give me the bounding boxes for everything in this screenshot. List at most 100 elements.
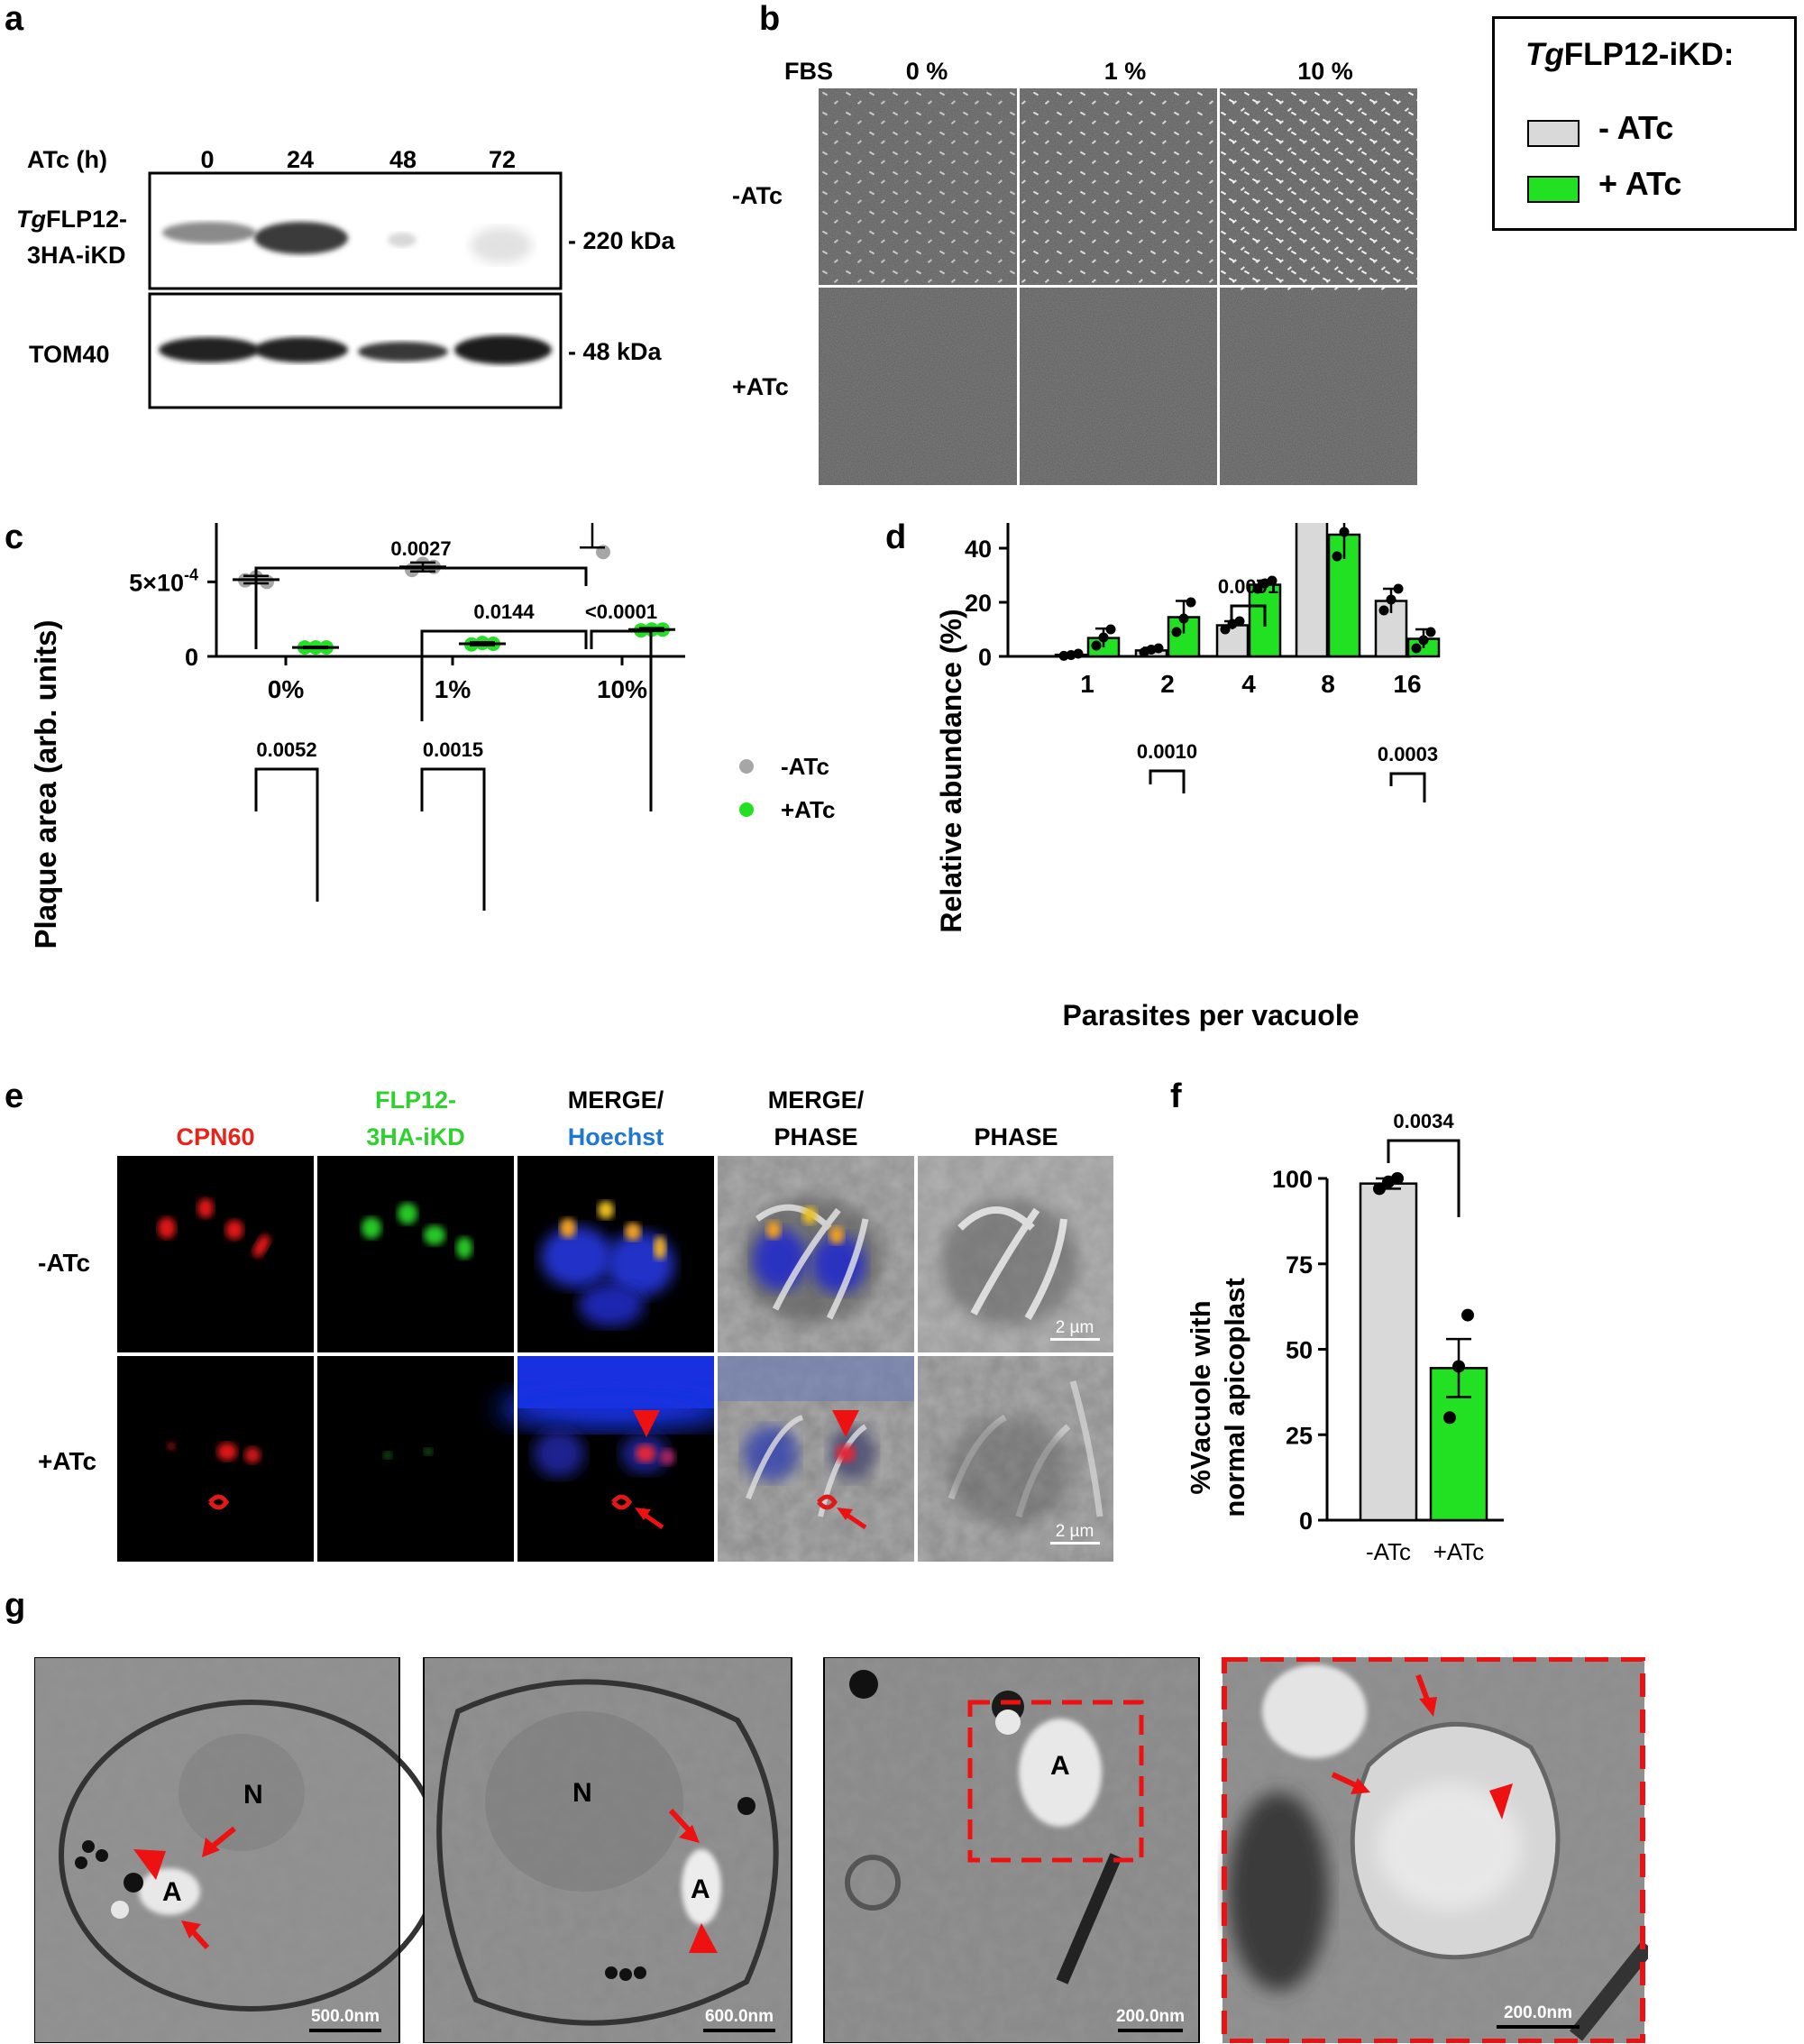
panel-letter-f: f (1170, 1077, 1182, 1115)
c-legend-marker-minus-atc (739, 759, 754, 774)
fbs-0: 0 % (905, 58, 948, 85)
c-ytick-exponent: -4 (184, 565, 198, 583)
d-point (1378, 605, 1389, 616)
d-xtick-label: 1 (1080, 670, 1094, 698)
c-comparison-3-label: 0.0144 (473, 600, 535, 623)
timepoint-0: 0 (200, 146, 215, 173)
merge-phase-row1 (741, 1196, 882, 1323)
em-image-2: N A 600.0nm (423, 1657, 792, 2043)
g2-label-n: N (572, 1778, 592, 1808)
row-label-plus-atc: +ATc (732, 373, 789, 400)
f-point (1443, 1411, 1456, 1425)
phase-row2 (947, 1380, 1103, 1526)
c-comparison-2-line (590, 629, 653, 811)
c-xtick-label: 0% (268, 675, 305, 703)
g2-label-a: A (691, 1874, 710, 1904)
f-point (1373, 1182, 1386, 1196)
f-comparison-0-line (1387, 1139, 1461, 1217)
legend-label-plus-atc: + ATc (1598, 165, 1682, 202)
band-0h-tom40 (159, 337, 260, 362)
panel-letter-g: g (5, 1587, 26, 1625)
f-point (1461, 1308, 1474, 1322)
g2-scale: 600.0nm (705, 2007, 774, 2026)
cpn60-signal-row1 (158, 1198, 270, 1258)
fbs-10: 10 % (1297, 58, 1353, 85)
d-comparison-0-line (1149, 769, 1186, 793)
f-comparison-0-label: 0.0034 (1393, 1110, 1454, 1132)
em-image-4-zoom: 200.0nm (1222, 1657, 1648, 2043)
arrow-marker (837, 1508, 853, 1520)
c-legend-marker-plus-atc (739, 802, 754, 817)
d-comparison-3-label: 0.0003 (1378, 743, 1438, 765)
d-comparison-1-label: 0.0001 (1218, 575, 1278, 598)
f-point (1391, 1172, 1404, 1185)
f-ytick-label: 50 (1286, 1337, 1313, 1364)
c-comparison-0-label: 0.0052 (256, 738, 316, 761)
c-ytick-label: 0 (185, 644, 198, 671)
d-point (1186, 597, 1196, 608)
fbs-1: 1 % (1103, 58, 1147, 85)
d-comparison-3-line (1389, 772, 1426, 802)
legend-swatch-plus-atc (1527, 176, 1580, 203)
panel-d-parasites-per-vacuole-chart: Relative abundance (%) Parasites per vac… (935, 523, 1441, 1031)
d-point (1425, 627, 1436, 637)
d-xtick-label: 2 (1160, 670, 1175, 698)
blot-row1-label: TgFLP12- (16, 206, 128, 233)
f-ytick-label: 100 (1272, 1166, 1313, 1193)
e-col-header-4: PHASE (974, 1123, 1058, 1150)
g1-label-a: A (162, 1877, 182, 1907)
d-comparison-0-label: 0.0010 (1137, 740, 1197, 763)
f-ytick-label: 0 (1299, 1508, 1313, 1535)
c-comparison-4-line (254, 566, 588, 649)
g1-label-n: N (243, 1780, 263, 1810)
d-point (1171, 627, 1182, 637)
arrowhead-marker (832, 1410, 859, 1437)
c-comparison-4-label: 0.0027 (390, 537, 451, 560)
phase-row1 (941, 1199, 1078, 1325)
d-xtick-label: 8 (1321, 670, 1335, 698)
g-image-strip: N A 500.0nm N A 600.0 (34, 1657, 1648, 2043)
arrow-marker (635, 1508, 651, 1520)
e-row-plus-atc: +ATc (38, 1447, 97, 1475)
f-xtick-label: -ATc (1366, 1538, 1411, 1565)
d-comparison-1-line (1230, 604, 1267, 627)
d-xtick-label: 16 (1393, 670, 1421, 698)
band-24h-tom40 (254, 337, 348, 362)
blot-row2-label: TOM40 (29, 341, 110, 368)
d-bar (1295, 523, 1329, 658)
c-comparison-0-line (254, 767, 319, 902)
arrowhead-marker (633, 1410, 660, 1437)
flp12-signal-row1 (362, 1203, 472, 1259)
cpn60-signal-row2 (167, 1442, 261, 1510)
merge-hoechst-row2 (499, 1356, 733, 1530)
d-point (1105, 624, 1116, 635)
e-col-header-3: MERGE/ (767, 1086, 865, 1114)
e-col-header-0: CPN60 (176, 1123, 255, 1150)
d-point (1393, 583, 1404, 594)
panel-letter-a: a (5, 0, 24, 38)
d-point (1332, 551, 1342, 562)
c-comparison-1-label: 0.0015 (423, 738, 483, 761)
d-xlabel: Parasites per vacuole (1062, 999, 1359, 1031)
band-0h-flp12 (162, 222, 256, 243)
panel-letter-c: c (5, 518, 24, 556)
marker-220kda: - 220 kDa (568, 227, 675, 254)
legend-box: TgFLP12-iKD: - ATc + ATc (1492, 16, 1797, 231)
timepoint-72: 72 (488, 146, 517, 173)
d-point (1220, 624, 1231, 635)
d-ylabel: Relative abundance (%) (935, 609, 967, 932)
g3-scale: 200.0nm (1116, 2007, 1185, 2026)
band-24h-flp12 (254, 222, 348, 254)
band-48h-tom40 (358, 342, 448, 362)
d-point (1234, 616, 1245, 627)
d-point (1058, 650, 1069, 661)
d-ytick-label: 40 (965, 536, 992, 563)
d-point (1339, 527, 1350, 537)
e-col-header-2-line2: Hoechst (567, 1123, 664, 1150)
d-point (1418, 635, 1429, 646)
d-point (1267, 575, 1277, 586)
panel-letter-e: e (5, 1077, 24, 1115)
e-image-grid: 2 µm (117, 1156, 1113, 1562)
e-col-header-3-line2: PHASE (774, 1123, 858, 1150)
flp12-signal-row2 (383, 1448, 433, 1459)
